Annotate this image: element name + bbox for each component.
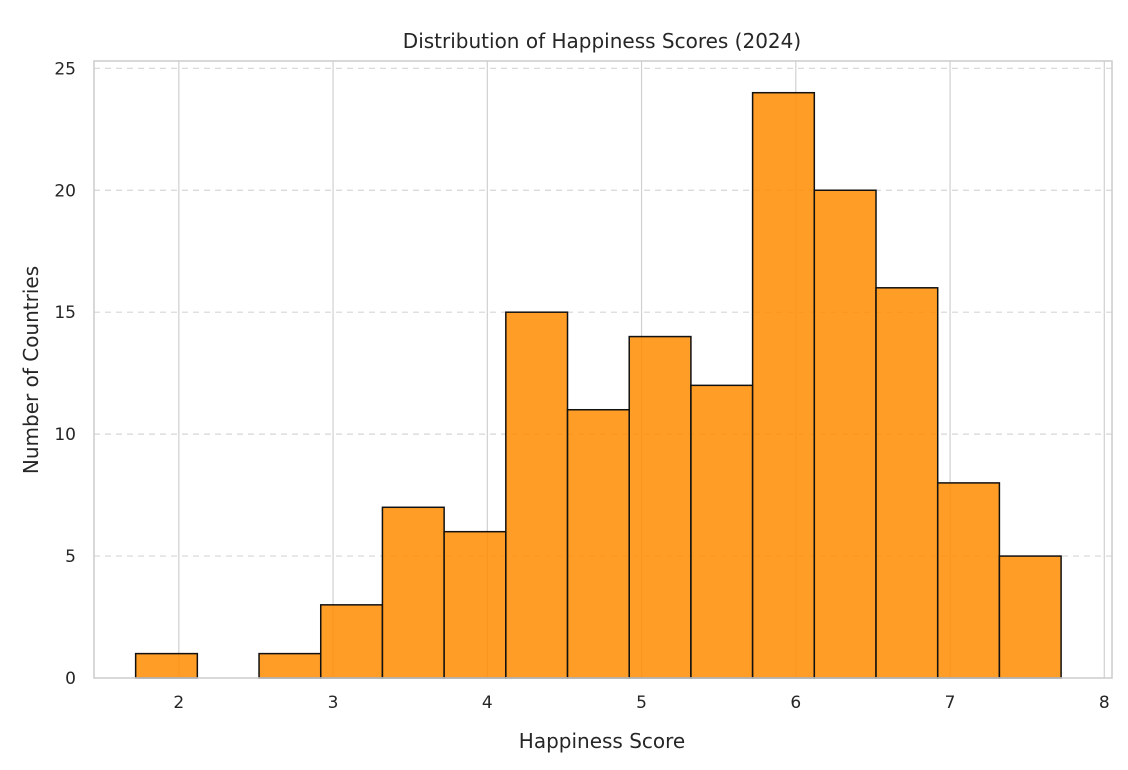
histogram-bar: [134, 652, 199, 679]
histogram-bar: [751, 91, 816, 679]
histogram-bar: [998, 555, 1062, 679]
histogram-bar: [319, 604, 384, 679]
x-axis-label: Happiness Score: [519, 729, 685, 753]
histogram-bar: [813, 189, 877, 679]
histogram-bar: [381, 506, 445, 679]
x-axis-ticks: 2 3 4 5 6 7 8: [173, 693, 1109, 713]
y-axis-label: Number of Countries: [19, 266, 43, 474]
y-tick-label: 10: [54, 425, 76, 445]
histogram-bar: [628, 335, 692, 679]
y-axis-ticks: 0 5 10 15 20 25: [54, 59, 76, 689]
histogram-bar: [875, 287, 939, 679]
histogram-bar: [690, 384, 754, 679]
histogram-bar: [566, 408, 630, 679]
x-tick-label: 7: [945, 693, 956, 713]
histogram-bar: [505, 311, 569, 679]
histogram-bar: [443, 530, 507, 679]
histogram-bar: [258, 652, 322, 679]
x-tick-label: 4: [482, 693, 493, 713]
x-tick-label: 5: [636, 693, 647, 713]
plot-frame: [93, 60, 1113, 679]
x-tick-label: 8: [1099, 693, 1110, 713]
histogram-bar: [936, 482, 1001, 679]
y-tick-label: 20: [54, 181, 76, 201]
y-tick-label: 0: [65, 669, 76, 689]
x-tick-label: 6: [790, 693, 801, 713]
x-tick-label: 2: [173, 693, 184, 713]
chart-title: Distribution of Happiness Scores (2024): [403, 29, 801, 53]
y-tick-label: 15: [54, 303, 76, 323]
y-tick-label: 25: [54, 59, 76, 79]
histogram-bars: [134, 91, 1062, 679]
x-tick-label: 3: [328, 693, 339, 713]
y-tick-label: 5: [65, 547, 76, 567]
